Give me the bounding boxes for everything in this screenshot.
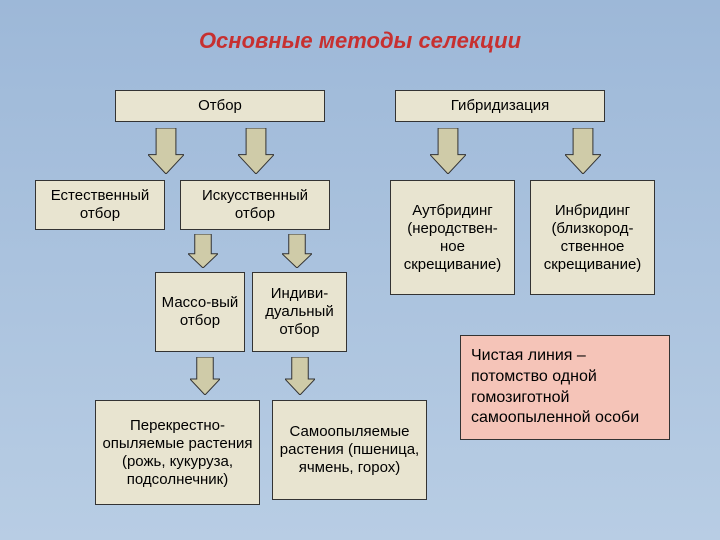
box-selection: Отбор (115, 90, 325, 122)
box-artificial: Искусственный отбор (180, 180, 330, 230)
arrow-down-icon (238, 128, 274, 174)
arrow-down-icon (282, 234, 312, 268)
box-self: Самоопыляемые растения (пшеница, ячмень,… (272, 400, 427, 500)
arrow-down-icon (190, 357, 220, 395)
arrow-down-icon (188, 234, 218, 268)
box-mass: Массо-вый отбор (155, 272, 245, 352)
arrow-down-icon (565, 128, 601, 174)
box-outbreeding: Аутбридинг (неродствен-ное скрещивание) (390, 180, 515, 295)
arrow-down-icon (148, 128, 184, 174)
box-natural: Естественный отбор (35, 180, 165, 230)
box-individual: Индиви-дуальный отбор (252, 272, 347, 352)
box-hybridization: Гибридизация (395, 90, 605, 122)
note-pure-line: Чистая линия – потомство одной гомозигот… (460, 335, 670, 440)
box-inbreeding: Инбридинг (близкород-ственное скрещивани… (530, 180, 655, 295)
page-title: Основные методы селекции (0, 28, 720, 54)
box-cross: Перекрестно-опыляемые растения (рожь, ку… (95, 400, 260, 505)
arrow-down-icon (430, 128, 466, 174)
arrow-down-icon (285, 357, 315, 395)
